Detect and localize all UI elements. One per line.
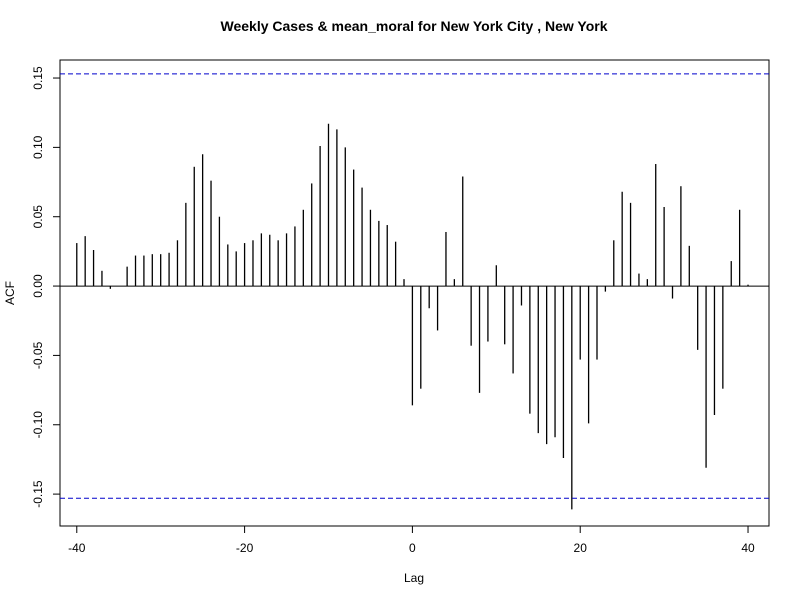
y-tick-label: 0.00: [31, 274, 45, 298]
x-tick-label: 40: [741, 541, 755, 555]
y-tick-label: 0.05: [31, 205, 45, 229]
y-axis: -0.15 -0.10 -0.05 0.00 0.05 0.10 0.15: [31, 66, 61, 508]
acf-bars: [76, 123, 749, 510]
reference-lines: [60, 73, 769, 499]
y-tick-label: 0.15: [31, 66, 45, 90]
plot-frame: [59, 59, 770, 527]
x-tick-label: -40: [68, 541, 86, 555]
chart-title: Weekly Cases & mean_moral for New York C…: [221, 18, 608, 34]
y-tick-label: -0.15: [31, 480, 45, 508]
x-tick-label: 0: [409, 541, 416, 555]
y-axis-label: ACF: [3, 281, 17, 305]
x-tick-label: 20: [574, 541, 588, 555]
y-tick-label: 0.10: [31, 135, 45, 159]
y-tick-label: -0.05: [31, 341, 45, 369]
x-tick-label: -20: [236, 541, 254, 555]
x-axis: -40 -20 0 20 40: [68, 525, 755, 555]
y-tick-label: -0.10: [31, 411, 45, 439]
x-axis-label: Lag: [404, 571, 424, 585]
